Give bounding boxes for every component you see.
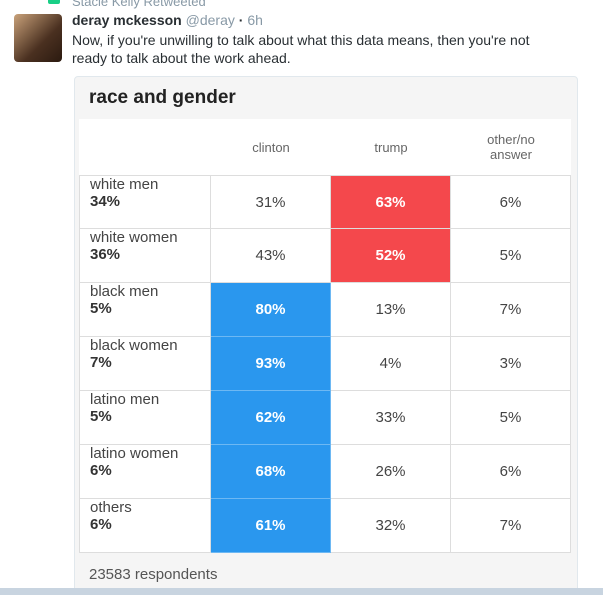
value-cell: 5% bbox=[451, 229, 571, 283]
group-share: 6% bbox=[90, 462, 112, 479]
author-handle[interactable]: @deray bbox=[185, 12, 235, 28]
value-cell: 6% bbox=[451, 445, 571, 499]
group-name: latino women bbox=[90, 445, 179, 462]
value-cell: 63% bbox=[331, 175, 451, 229]
group-share: 6% bbox=[90, 516, 112, 533]
value-cell: 68% bbox=[211, 445, 331, 499]
row-label: latino men 5% bbox=[79, 391, 211, 445]
table-title: race and gender bbox=[89, 87, 236, 108]
group-name: white men bbox=[90, 176, 159, 193]
row-label: black women 7% bbox=[79, 337, 211, 391]
table-footer: 23583 respondents bbox=[89, 566, 218, 583]
column-header: other/no answer bbox=[487, 132, 535, 162]
group-name: black men bbox=[90, 283, 159, 300]
retweet-label[interactable]: Stacie Kelly Retweeted bbox=[72, 0, 206, 9]
value-cell: 7% bbox=[451, 499, 571, 553]
value-cell: 13% bbox=[331, 283, 451, 337]
value-cell: 62% bbox=[211, 391, 331, 445]
value-cell: 31% bbox=[211, 175, 331, 229]
row-label: black men 5% bbox=[79, 283, 211, 337]
value-cell: 32% bbox=[331, 499, 451, 553]
column-header: trump bbox=[374, 139, 408, 155]
row-label: white women 36% bbox=[79, 229, 211, 283]
group-share: 7% bbox=[90, 354, 112, 371]
timestamp[interactable]: 6h bbox=[247, 12, 263, 28]
group-share: 5% bbox=[90, 408, 112, 425]
author-name[interactable]: deray mckesson bbox=[72, 12, 182, 28]
row-label: others 6% bbox=[79, 499, 211, 553]
group-share: 5% bbox=[90, 300, 112, 317]
column-header: clinton bbox=[252, 139, 290, 155]
value-cell: 93% bbox=[211, 337, 331, 391]
group-name: latino men bbox=[90, 391, 160, 408]
value-cell: 61% bbox=[211, 499, 331, 553]
row-label: white men 34% bbox=[79, 175, 211, 229]
table-image[interactable]: race and gender clinton trump other/no ans… bbox=[74, 76, 578, 595]
value-cell: 5% bbox=[451, 391, 571, 445]
tweet-text: Now, if you're unwilling to talk about w… bbox=[72, 32, 530, 66]
row-label: latino women 6% bbox=[79, 445, 211, 499]
value-cell: 4% bbox=[331, 337, 451, 391]
group-share: 36% bbox=[90, 246, 121, 263]
value-cell: 52% bbox=[331, 229, 451, 283]
value-cell: 6% bbox=[451, 175, 571, 229]
group-share: 34% bbox=[90, 193, 121, 210]
value-cell: 26% bbox=[331, 445, 451, 499]
value-cell: 43% bbox=[211, 229, 331, 283]
value-cell: 7% bbox=[451, 283, 571, 337]
author[interactable]: deray mckesson @deray · 6h bbox=[72, 12, 263, 28]
group-name: white women bbox=[90, 229, 178, 246]
avatar[interactable] bbox=[14, 14, 62, 62]
taskbar bbox=[0, 588, 603, 595]
value-cell: 33% bbox=[331, 391, 451, 445]
value-cell: 3% bbox=[451, 337, 571, 391]
table: clinton trump other/no answer white men 34% 3… bbox=[79, 119, 571, 553]
group-name: black women bbox=[90, 337, 178, 354]
value-cell: 80% bbox=[211, 283, 331, 337]
group-name: others bbox=[90, 499, 132, 516]
retweet-icon bbox=[48, 0, 60, 4]
